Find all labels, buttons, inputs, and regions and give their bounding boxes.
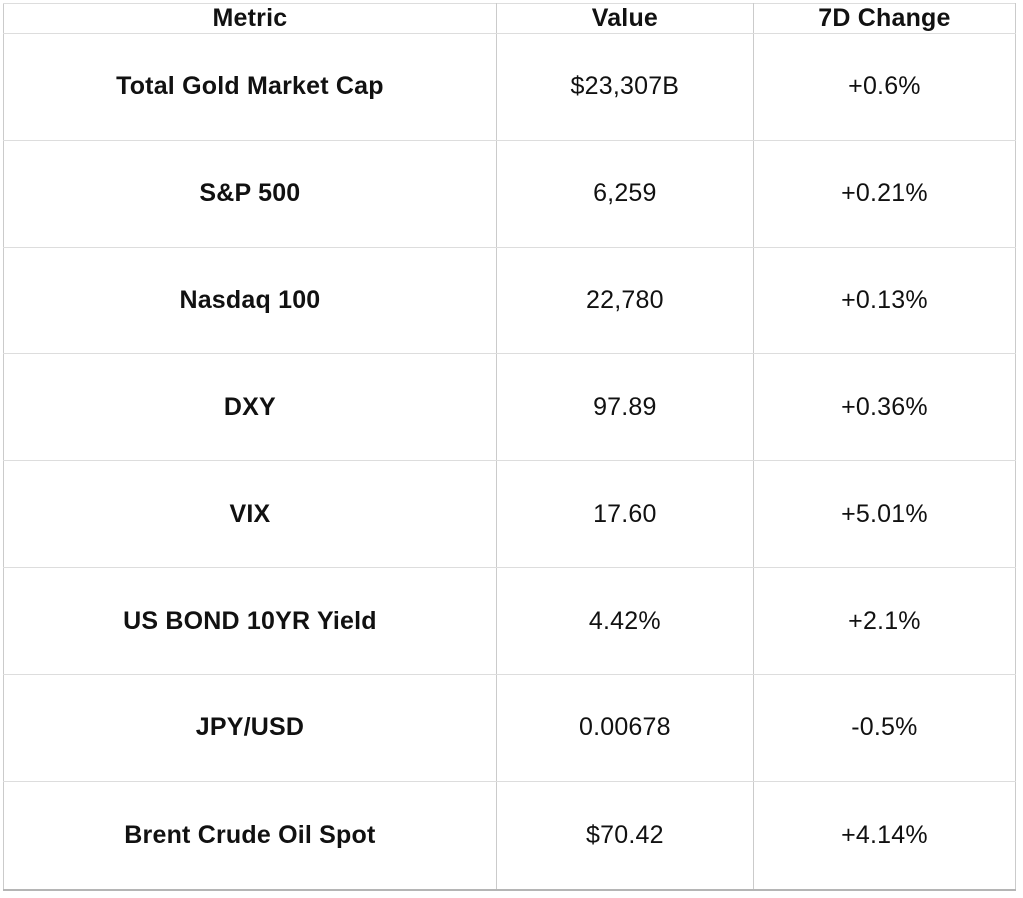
change-cell: +2.1% — [752, 567, 1017, 675]
table-row: VIX 17.60 +5.01% — [3, 460, 1017, 569]
value-cell: $70.42 — [495, 780, 754, 891]
metrics-table: Metric Value 7D Change Total Gold Market… — [3, 3, 1017, 891]
market-metrics-table: Metric Value 7D Change Total Gold Market… — [3, 3, 1017, 891]
value-cell: 0.00678 — [495, 673, 754, 782]
change-cell: +0.21% — [752, 139, 1017, 248]
table-row: US BOND 10YR Yield 4.42% +2.1% — [3, 567, 1017, 675]
table-header-row: Metric Value 7D Change — [3, 3, 1017, 34]
change-cell: +4.14% — [752, 780, 1017, 891]
metric-cell: VIX — [3, 460, 497, 569]
header-cell-change: 7D Change — [752, 3, 1017, 34]
change-cell: -0.5% — [752, 673, 1017, 782]
value-cell: $23,307B — [495, 33, 754, 141]
change-cell: +0.36% — [752, 353, 1017, 462]
value-cell: 4.42% — [495, 567, 754, 675]
metric-cell: Total Gold Market Cap — [3, 33, 497, 141]
metric-cell: US BOND 10YR Yield — [3, 567, 497, 675]
value-cell: 17.60 — [495, 460, 754, 569]
metric-cell: DXY — [3, 353, 497, 462]
change-cell: +5.01% — [752, 460, 1017, 569]
change-cell: +0.13% — [752, 246, 1017, 355]
value-cell: 22,780 — [495, 246, 754, 355]
metric-cell: S&P 500 — [3, 139, 497, 248]
table-row: DXY 97.89 +0.36% — [3, 353, 1017, 462]
change-cell: +0.6% — [752, 33, 1017, 141]
table-row: Nasdaq 100 22,780 +0.13% — [3, 246, 1017, 355]
value-cell: 97.89 — [495, 353, 754, 462]
table-row: Total Gold Market Cap $23,307B +0.6% — [3, 33, 1017, 141]
metric-cell: JPY/USD — [3, 673, 497, 782]
metric-cell: Brent Crude Oil Spot — [3, 780, 497, 891]
header-cell-value: Value — [495, 3, 754, 34]
table-row: S&P 500 6,259 +0.21% — [3, 139, 1017, 248]
value-cell: 6,259 — [495, 139, 754, 248]
header-cell-metric: Metric — [3, 3, 497, 34]
table-row: Brent Crude Oil Spot $70.42 +4.14% — [3, 780, 1017, 891]
metric-cell: Nasdaq 100 — [3, 246, 497, 355]
table-row: JPY/USD 0.00678 -0.5% — [3, 673, 1017, 782]
